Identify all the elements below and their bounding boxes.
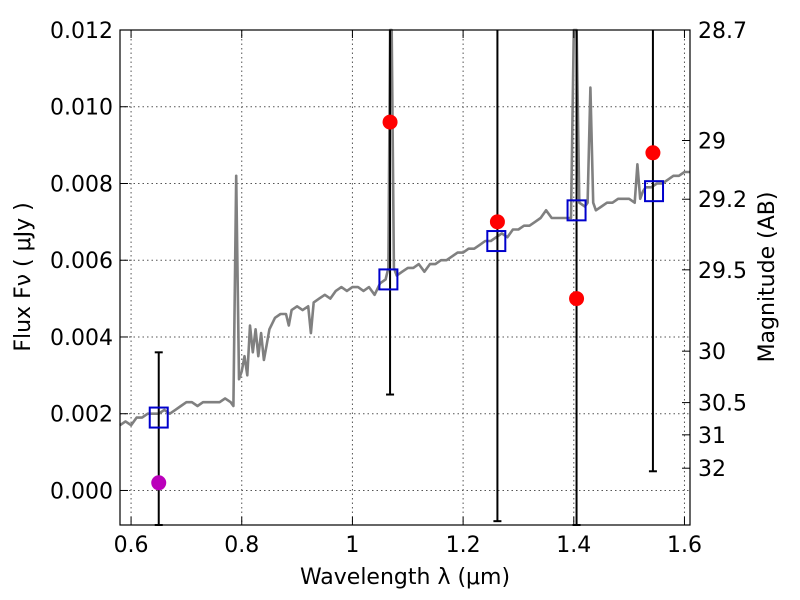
y2-tick-label: 31	[698, 424, 726, 449]
observed-flux-point	[489, 214, 505, 230]
y-axis-label: Flux Fν ( μJy )	[11, 202, 36, 351]
y-tick-label: 0.004	[50, 326, 113, 351]
observed-flux-point	[569, 291, 585, 307]
model-photometry-square	[566, 199, 587, 222]
y-tick-label: 0.006	[50, 249, 113, 274]
grid	[120, 29, 690, 525]
x-tick-label: 0.8	[224, 533, 259, 558]
y2-tick-label: 32	[698, 457, 726, 482]
marker-layer	[148, 114, 665, 491]
model-photometry-square	[378, 268, 399, 291]
tick-layer	[120, 29, 690, 525]
model-photometry-square	[644, 180, 665, 203]
observed-flux-point	[151, 475, 167, 491]
y-tick-label: 0.000	[50, 479, 113, 504]
y-tick-labels: 0.000 0.002 0.004 0.006 0.008 0.010 0.012	[50, 19, 113, 504]
x-tick-label: 1	[345, 533, 359, 558]
y-tick-label: 0.010	[50, 96, 113, 121]
observed-flux-point	[645, 145, 661, 161]
plot-frame	[119, 29, 691, 526]
x-tick-label: 1.4	[556, 533, 591, 558]
y2-tick-label: 30.5	[698, 392, 747, 417]
spectrum-line	[119, 28, 690, 427]
errorbar-layer	[154, 30, 657, 526]
spectrum-layer	[119, 28, 690, 427]
y2-tick-label: 29.2	[698, 188, 747, 213]
x-axis-label: Wavelength λ (μm)	[300, 565, 510, 590]
y2-tick-label: 29.5	[698, 259, 747, 284]
model-photometry-square	[486, 230, 507, 253]
x-tick-label: 1.6	[667, 533, 702, 558]
y2-tick-label: 28.7	[698, 19, 747, 44]
y2-tick-labels: 28.7 29 29.2 29.5 30 30.5 31 32	[698, 19, 747, 482]
y2-axis-label: Magnitude (AB)	[755, 192, 780, 363]
y-tick-label: 0.002	[50, 403, 113, 428]
x-tick-label: 1.2	[446, 533, 481, 558]
model-photometry-square	[148, 406, 169, 429]
y-tick-label: 0.012	[50, 19, 113, 44]
x-tick-labels: 0.6 0.8 1 1.2 1.4 1.6	[114, 533, 702, 558]
y-tick-label: 0.008	[50, 172, 113, 197]
y2-tick-label: 29	[698, 130, 726, 155]
observed-flux-point	[382, 114, 398, 130]
y2-tick-label: 30	[698, 340, 726, 365]
x-tick-label: 0.6	[114, 533, 149, 558]
